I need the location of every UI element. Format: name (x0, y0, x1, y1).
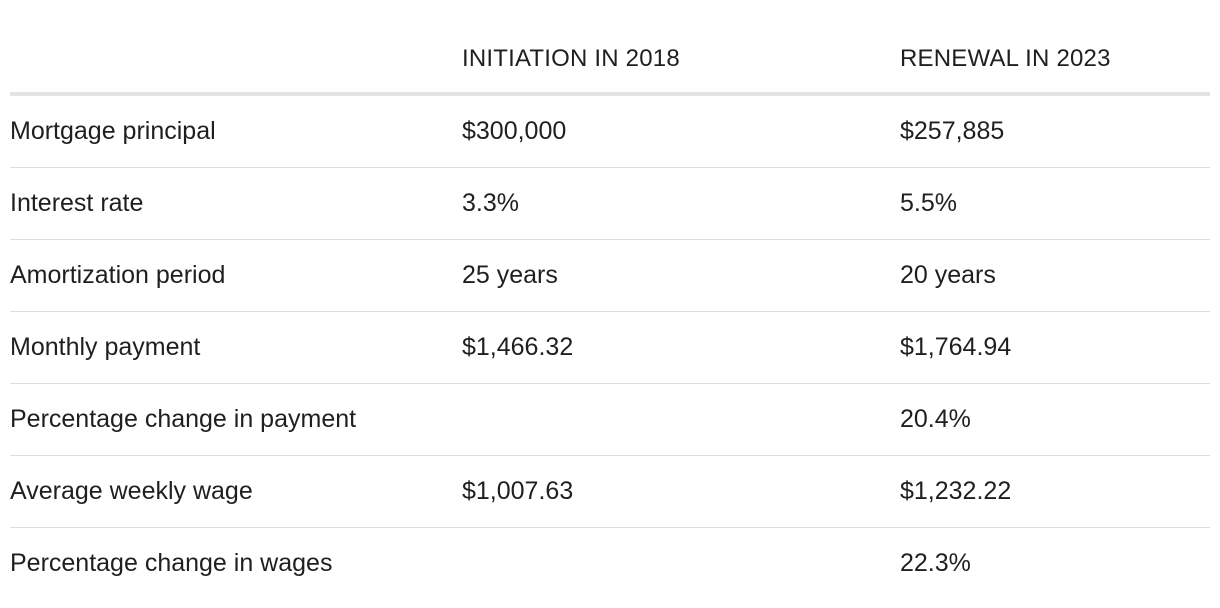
row-label: Amortization period (10, 261, 226, 289)
row-label: Percentage change in wages (10, 549, 333, 577)
row-label: Monthly payment (10, 333, 201, 361)
row-label: Interest rate (10, 189, 144, 217)
table-row: Monthly payment $1,466.32 $1,764.94 (10, 312, 1210, 384)
row-label: Percentage change in payment (10, 405, 357, 433)
cell-renewal: $1,764.94 (900, 333, 1012, 361)
table-row: Interest rate 3.3% 5.5% (10, 168, 1210, 240)
cell-initiation: $300,000 (462, 117, 567, 145)
cell-renewal: $257,885 (900, 117, 1005, 145)
table-row: Amortization period 25 years 20 years (10, 240, 1210, 312)
cell-renewal: $1,232.22 (900, 477, 1012, 505)
cell-renewal: 20.4% (900, 405, 971, 433)
cell-renewal: 22.3% (900, 549, 971, 577)
cell-initiation: $1,007.63 (462, 477, 574, 505)
cell-initiation: 25 years (462, 261, 558, 289)
table-row: Percentage change in payment 20.4% (10, 384, 1210, 456)
table-row: Percentage change in wages 22.3% (10, 528, 1210, 599)
header-renewal-2023: RENEWAL IN 2023 (900, 45, 1111, 72)
row-label: Mortgage principal (10, 117, 216, 145)
table-header-row: INITIATION IN 2018 RENEWAL IN 2023 (10, 0, 1210, 96)
table-row: Average weekly wage $1,007.63 $1,232.22 (10, 456, 1210, 528)
row-label: Average weekly wage (10, 477, 253, 505)
cell-renewal: 5.5% (900, 189, 957, 217)
cell-renewal: 20 years (900, 261, 996, 289)
mortgage-comparison-table: INITIATION IN 2018 RENEWAL IN 2023 Mortg… (10, 0, 1210, 599)
cell-initiation: $1,466.32 (462, 333, 574, 361)
header-initiation-2018: INITIATION IN 2018 (462, 45, 680, 72)
table-row: Mortgage principal $300,000 $257,885 (10, 96, 1210, 168)
cell-initiation: 3.3% (462, 189, 519, 217)
